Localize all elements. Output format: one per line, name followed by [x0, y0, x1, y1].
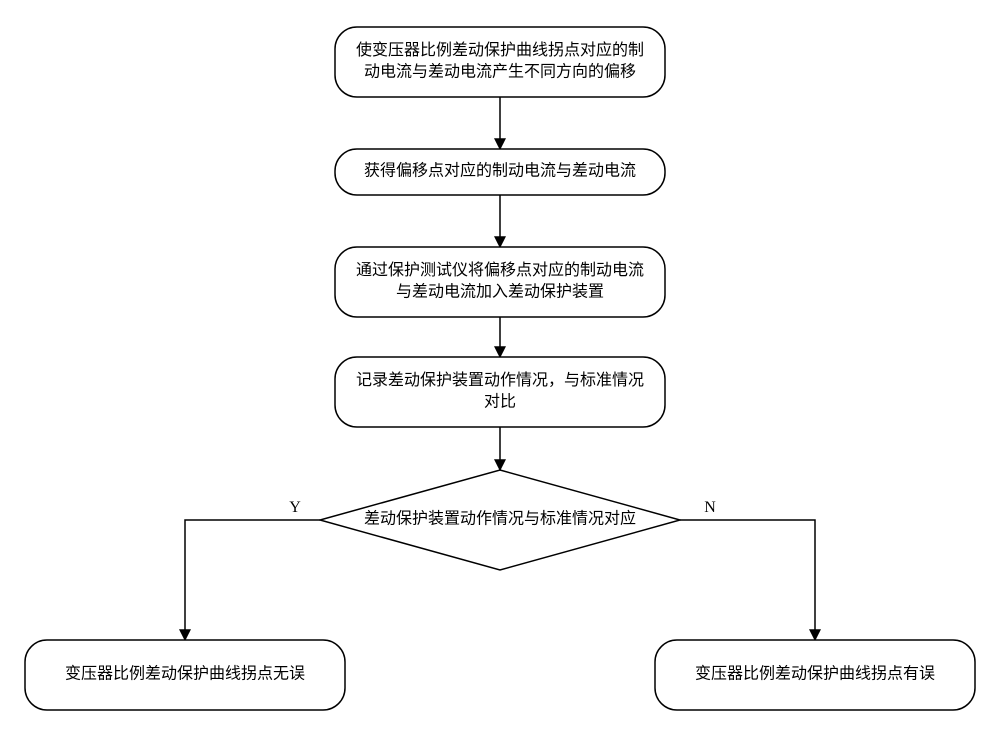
node-d1: 差动保护装置动作情况与标准情况对应 [320, 470, 680, 570]
node-n1-line-1: 动电流与差动电流产生不同方向的偏移 [364, 62, 636, 80]
edge-d1-n5 [185, 520, 320, 640]
node-n4-line-1: 对比 [484, 392, 516, 410]
node-n1: 使变压器比例差动保护曲线拐点对应的制动电流与差动电流产生不同方向的偏移 [335, 27, 665, 97]
node-n5: 变压器比例差动保护曲线拐点无误 [25, 640, 345, 710]
edge-d1-n6 [680, 520, 815, 640]
node-n4-line-0: 记录差动保护装置动作情况，与标准情况 [356, 371, 644, 389]
node-n2-line-0: 获得偏移点对应的制动电流与差动电流 [364, 161, 636, 180]
edge-label-N: N [704, 499, 716, 516]
node-n3: 通过保护测试仪将偏移点对应的制动电流与差动电流加入差动保护装置 [335, 247, 665, 317]
node-n3-line-0: 通过保护测试仪将偏移点对应的制动电流 [356, 260, 644, 279]
node-d1-line-0: 差动保护装置动作情况与标准情况对应 [364, 509, 636, 528]
node-n6: 变压器比例差动保护曲线拐点有误 [655, 640, 975, 710]
node-n6-line-0: 变压器比例差动保护曲线拐点有误 [695, 665, 935, 683]
node-n3-line-1: 与差动电流加入差动保护装置 [396, 282, 604, 300]
node-n1-line-0: 使变压器比例差动保护曲线拐点对应的制 [356, 40, 644, 59]
node-n2: 获得偏移点对应的制动电流与差动电流 [335, 149, 665, 195]
node-n5-line-0: 变压器比例差动保护曲线拐点无误 [65, 665, 305, 683]
edge-label-Y: Y [289, 499, 301, 516]
node-n4: 记录差动保护装置动作情况，与标准情况对比 [335, 357, 665, 427]
